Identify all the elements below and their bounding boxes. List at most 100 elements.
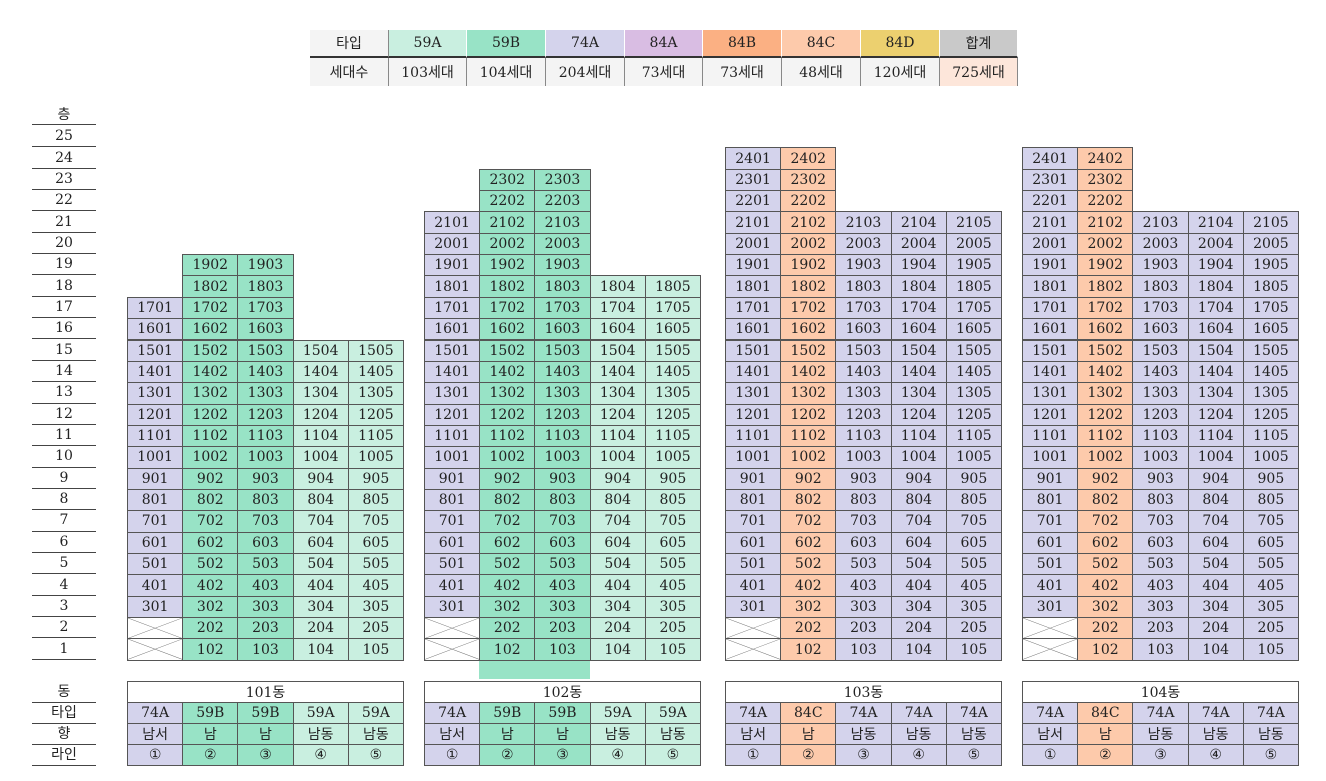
unit-cell: 1302 xyxy=(479,382,536,405)
line-type: 74A xyxy=(127,702,184,724)
line-direction: 남서 xyxy=(1022,723,1079,745)
unit-cell: 301 xyxy=(424,595,481,619)
unit-cell: 1903 xyxy=(534,254,591,277)
unit-cell: 102 xyxy=(182,638,239,661)
unit-cell: 1503 xyxy=(237,339,294,362)
unit-cell: 1502 xyxy=(780,339,837,362)
line-type: 59B xyxy=(534,702,591,724)
unit-cell: 804 xyxy=(890,488,947,512)
legend-count: 120세대 xyxy=(861,58,940,86)
unit-cell: 1902 xyxy=(182,254,239,277)
unit-cell: 1402 xyxy=(1077,360,1134,384)
unit-cell: 1103 xyxy=(534,424,591,448)
unit-cell: 501 xyxy=(1022,553,1079,576)
line-direction: 남 xyxy=(479,723,536,745)
line-type: 74A xyxy=(945,702,1002,724)
unit-cell: 304 xyxy=(890,595,947,619)
unit-cell: 1004 xyxy=(890,446,947,469)
unit-cell: 1402 xyxy=(182,360,239,384)
legend-type: 84C xyxy=(782,30,861,58)
unit-cell: 404 xyxy=(292,574,349,597)
line-direction: 남동 xyxy=(589,723,646,745)
side-label-direction: 향 xyxy=(32,723,96,745)
unit-cell: 1805 xyxy=(945,275,1002,298)
unit-cell: 1501 xyxy=(127,339,184,362)
line-type: 74A xyxy=(1132,702,1189,724)
unit-cell: 302 xyxy=(1077,595,1134,619)
unit-cell: 602 xyxy=(182,531,239,554)
unit-cell: 1004 xyxy=(292,446,349,469)
unit-cell: 2101 xyxy=(725,211,782,234)
unit-cell: 105 xyxy=(347,638,404,661)
unit-cell: 301 xyxy=(725,595,782,619)
floor-label: 21 xyxy=(32,211,96,233)
empty-unit-cell xyxy=(424,638,481,661)
unit-cell: 1502 xyxy=(1077,339,1134,362)
unit-cell: 1104 xyxy=(1187,424,1244,448)
unit-cell: 1202 xyxy=(1077,403,1134,426)
unit-cell: 1502 xyxy=(182,339,239,362)
unit-cell: 501 xyxy=(127,553,184,576)
unit-cell: 2002 xyxy=(1077,232,1134,256)
unit-cell: 701 xyxy=(424,510,481,533)
line-type: 74A xyxy=(1022,702,1079,724)
unit-cell: 1701 xyxy=(1022,296,1079,320)
unit-cell: 1104 xyxy=(292,424,349,448)
unit-cell: 1002 xyxy=(479,446,536,469)
unit-cell: 401 xyxy=(424,574,481,597)
unit-cell: 705 xyxy=(644,510,701,533)
unit-cell: 1804 xyxy=(890,275,947,298)
empty-unit-cell xyxy=(725,617,782,640)
unit-cell: 1404 xyxy=(589,360,646,384)
unit-cell: 1204 xyxy=(890,403,947,426)
unit-cell: 1101 xyxy=(424,424,481,448)
unit-cell: 1003 xyxy=(1132,446,1189,469)
unit-cell: 1703 xyxy=(1132,296,1189,320)
unit-cell: 1305 xyxy=(347,382,404,405)
line-direction: 남동 xyxy=(644,723,701,745)
unit-cell: 1305 xyxy=(945,382,1002,405)
unit-cell: 1703 xyxy=(835,296,892,320)
line-number: ⑤ xyxy=(1242,744,1299,766)
legend-count: 104세대 xyxy=(467,58,546,86)
cross-mark-icon xyxy=(1023,639,1078,660)
unit-cell: 605 xyxy=(945,531,1002,554)
unit-cell: 1205 xyxy=(1242,403,1299,426)
line-number: ④ xyxy=(890,744,947,766)
cross-mark-icon xyxy=(425,618,480,639)
unit-cell: 2101 xyxy=(1022,211,1079,234)
unit-cell: 1405 xyxy=(347,360,404,384)
unit-cell: 702 xyxy=(182,510,239,533)
unit-cell: 202 xyxy=(780,617,837,640)
unit-cell: 203 xyxy=(534,617,591,640)
line-direction: 남동 xyxy=(292,723,349,745)
unit-cell: 605 xyxy=(644,531,701,554)
unit-cell: 1403 xyxy=(237,360,294,384)
unit-cell: 502 xyxy=(182,553,239,576)
floor-label: 5 xyxy=(32,553,96,575)
unit-cell: 1803 xyxy=(237,275,294,298)
unit-cell: 1302 xyxy=(780,382,837,405)
unit-cell: 1603 xyxy=(835,318,892,341)
unit-cell: 1202 xyxy=(780,403,837,426)
building-name: 103동 xyxy=(725,681,1002,703)
unit-cell: 1003 xyxy=(534,446,591,469)
unit-cell: 505 xyxy=(945,553,1002,576)
unit-cell: 1705 xyxy=(945,296,1002,320)
unit-cell: 2302 xyxy=(479,168,536,192)
unit-cell: 502 xyxy=(780,553,837,576)
unit-cell: 1505 xyxy=(644,339,701,362)
floor-label: 3 xyxy=(32,596,96,618)
unit-cell: 2004 xyxy=(890,232,947,256)
cross-mark-icon xyxy=(128,618,183,639)
legend-count: 48세대 xyxy=(782,58,861,86)
unit-cell: 1803 xyxy=(1132,275,1189,298)
unit-cell: 503 xyxy=(835,553,892,576)
unit-cell: 1102 xyxy=(479,424,536,448)
unit-cell: 2104 xyxy=(1187,211,1244,234)
unit-cell: 801 xyxy=(725,488,782,512)
legend-type: 합계 xyxy=(940,30,1018,58)
unit-cell: 603 xyxy=(534,531,591,554)
unit-cell: 1604 xyxy=(1187,318,1244,341)
line-direction: 남동 xyxy=(1132,723,1189,745)
